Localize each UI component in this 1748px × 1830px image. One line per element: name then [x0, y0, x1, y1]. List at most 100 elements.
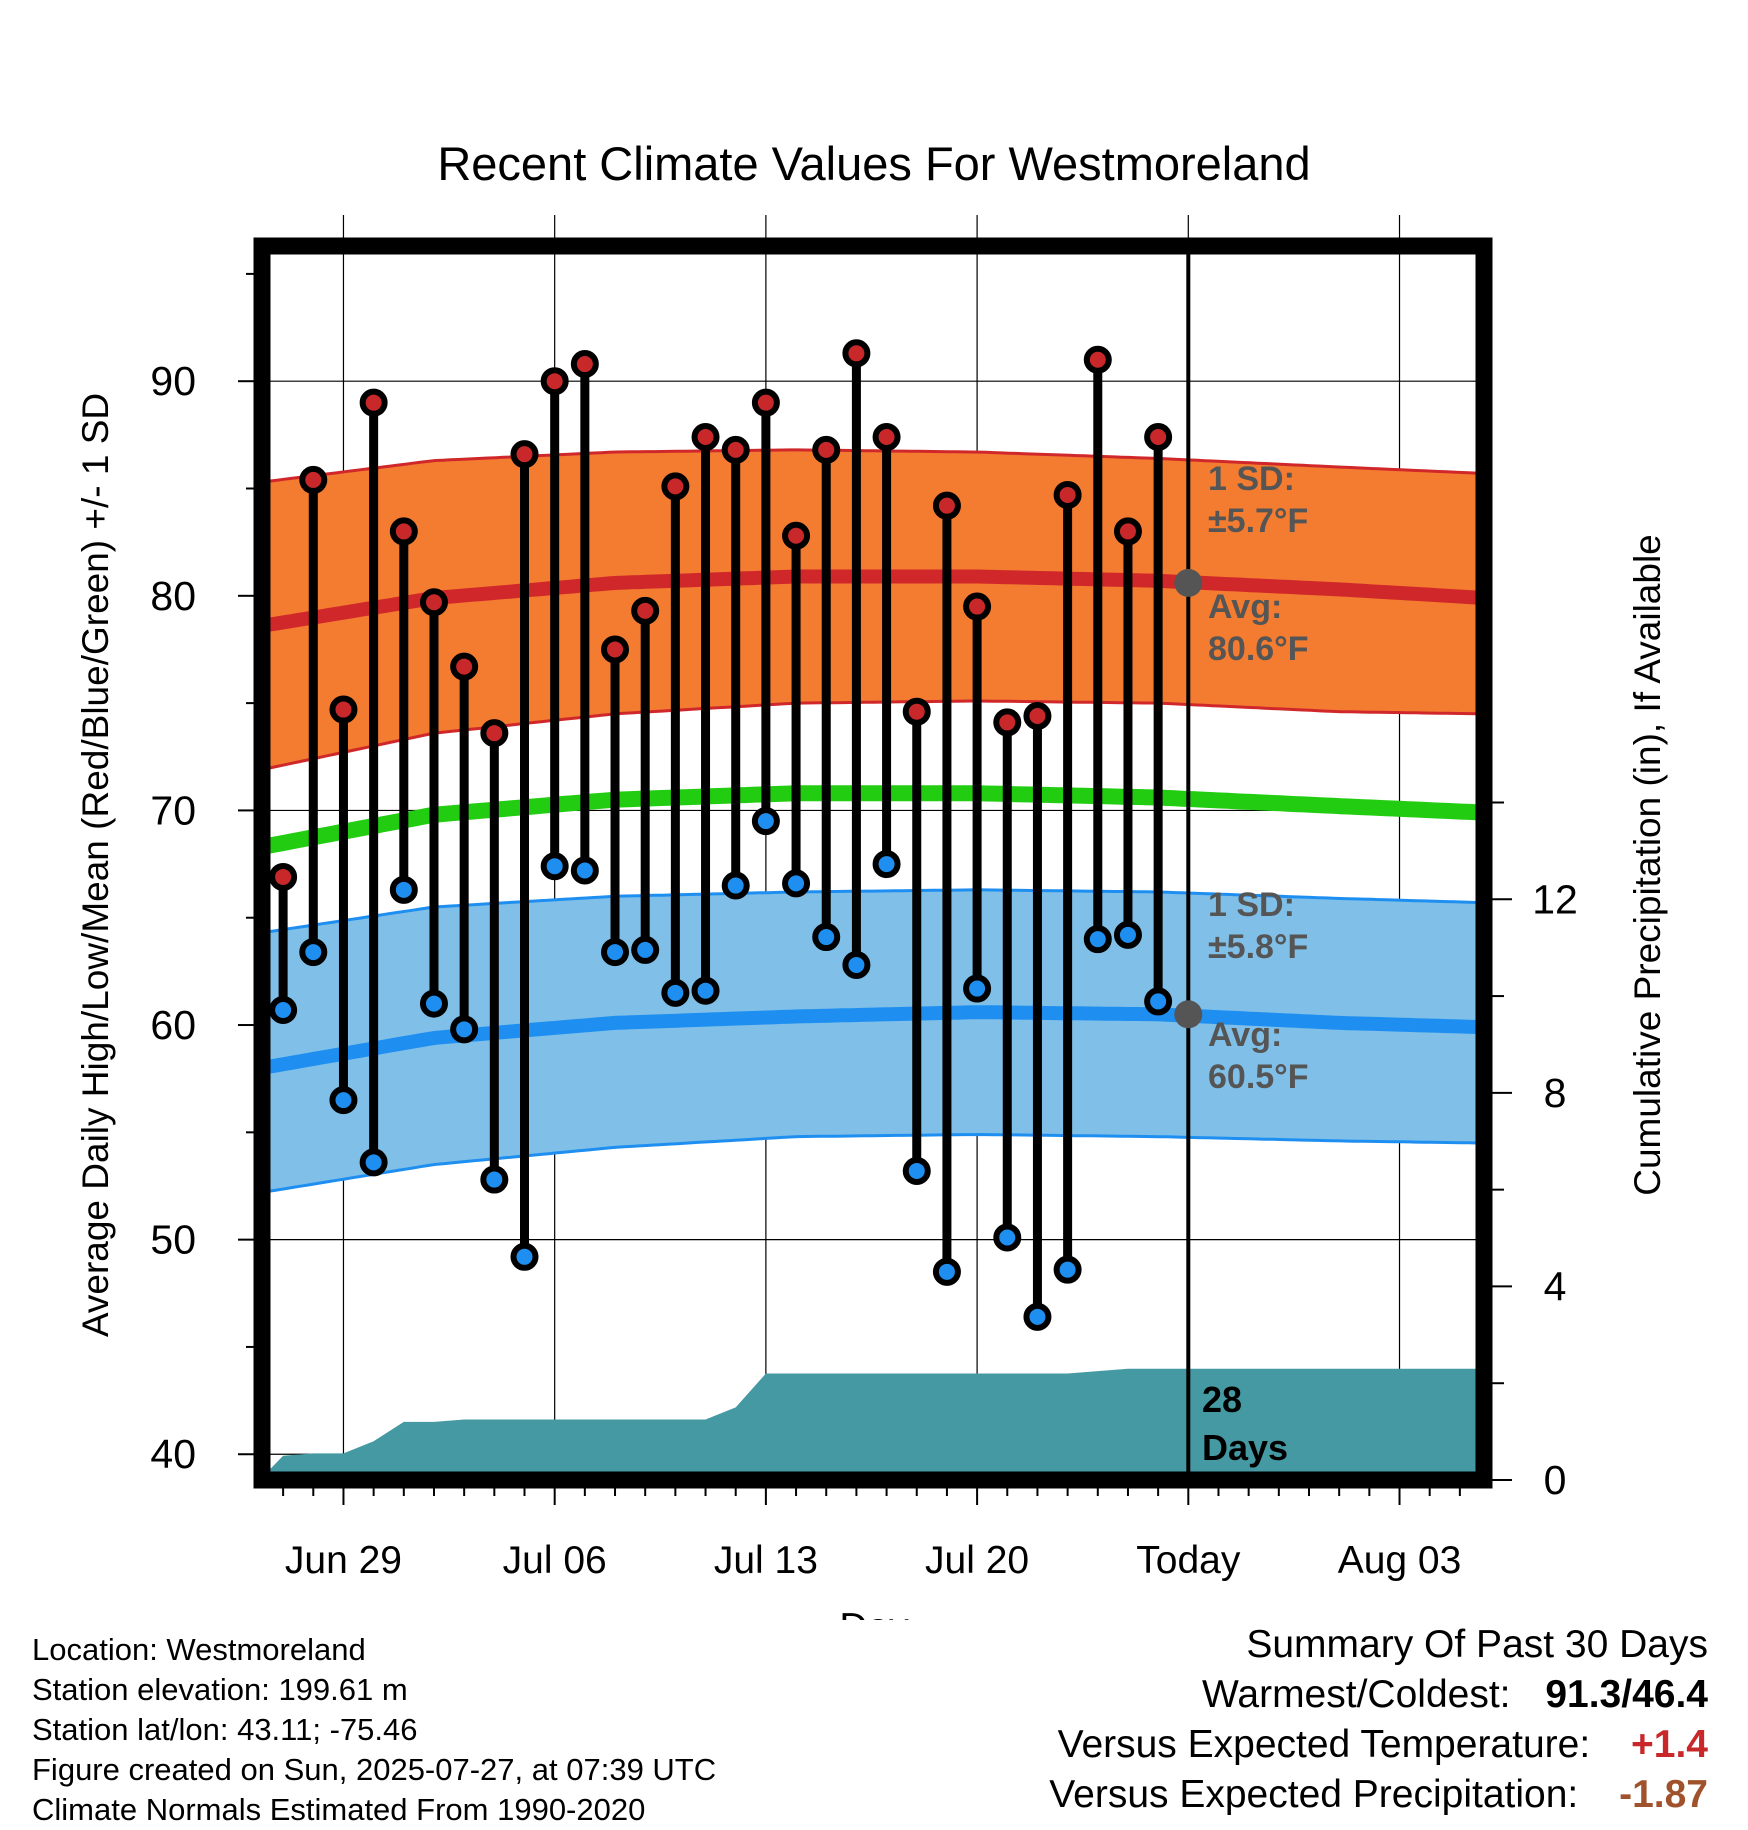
daily-high-point [963, 592, 992, 621]
x-tick-label: Today [1136, 1539, 1241, 1582]
daily-high-point [1083, 345, 1112, 374]
daily-high-point [510, 440, 539, 469]
precip-area [262, 1368, 1484, 1480]
daily-low-point [872, 850, 901, 879]
daily-high-point [329, 695, 358, 724]
daily-low-point [751, 807, 780, 836]
high-sd-value: ±5.7°F [1208, 502, 1308, 540]
high-avg-marker [1174, 568, 1203, 597]
daily-high-point [570, 350, 599, 379]
daily-low-point [963, 974, 992, 1003]
y-axis-label: Average Daily High/Low/Mean (Red/Blue/Gr… [75, 393, 116, 1337]
low-avg-label: Avg: [1208, 1016, 1282, 1054]
elevation-text: Station elevation: 199.61 m [32, 1672, 408, 1707]
today-line [1174, 246, 1203, 1480]
daily-low-point [269, 996, 298, 1025]
low-band-lower-edge [261, 1132, 1485, 1194]
daily-high-point [932, 491, 961, 520]
high-band-fill [262, 449, 1484, 770]
y-axis-left: 40 50 60 70 80 90 [150, 272, 254, 1477]
warm-cold-label: Warmest/Coldest: [1202, 1673, 1511, 1716]
daily-low-point [932, 1257, 961, 1286]
daily-high-point [631, 596, 660, 625]
daily-low-point [389, 875, 418, 904]
high-avg-value: 80.6°F [1208, 630, 1309, 668]
daily-low-point [842, 950, 871, 979]
daily-high-point [993, 708, 1022, 737]
y2-tick-label: 8 [1544, 1070, 1567, 1116]
annotations: 1 SD: ±5.7°F Avg: 80.6°F 1 SD: ±5.8°F Av… [1202, 460, 1309, 1468]
days-count: 28 [1202, 1379, 1242, 1420]
y-tick-label: 40 [150, 1431, 196, 1477]
daily-low-point [1083, 925, 1112, 954]
x-tick-label: Aug 03 [1338, 1539, 1462, 1582]
daily-high-point [902, 697, 931, 726]
coldest-value: 46.4 [1632, 1673, 1708, 1716]
location-text: Location: Westmoreland [32, 1632, 366, 1667]
climate-chart: Recent Climate Values For Westmoreland 1… [75, 137, 1668, 1620]
y-tick-label: 80 [150, 573, 196, 619]
daily-low-point [691, 976, 720, 1005]
high-avg-label: Avg: [1208, 588, 1282, 626]
y-tick-label: 60 [150, 1002, 196, 1048]
temp-value: +1.4 [1631, 1723, 1708, 1766]
daily-low-point [570, 856, 599, 885]
daily-low-point [782, 869, 811, 898]
y2-tick-label: 12 [1532, 876, 1578, 922]
normal-high-line [260, 569, 1485, 633]
daily-high-point [782, 521, 811, 550]
precip-area-shape [262, 1368, 1484, 1480]
daily-low-point [661, 978, 690, 1007]
y-axis-right: 0 4 8 12 [1492, 801, 1578, 1503]
daily-low-point [510, 1242, 539, 1271]
precip-label: Versus Expected Precipitation: [1049, 1773, 1579, 1816]
precip-value: -1.87 [1619, 1773, 1708, 1816]
plot-frame [253, 237, 1493, 1489]
warm-cold-slash: / [1621, 1673, 1633, 1716]
daily-low-point [540, 852, 569, 881]
daily-low-point [1023, 1302, 1052, 1331]
daily-high-point [721, 435, 750, 464]
daily-high-point [419, 588, 448, 617]
daily-high-point [480, 719, 509, 748]
x-tick-label: Jul 06 [503, 1539, 607, 1582]
chart-title: Recent Climate Values For Westmoreland [437, 137, 1310, 190]
y-tick-label: 70 [150, 787, 196, 833]
y2-tick-label: 4 [1544, 1263, 1567, 1309]
low-avg-value: 60.5°F [1208, 1058, 1309, 1096]
daily-bars [269, 339, 1173, 1331]
daily-high-point [691, 423, 720, 452]
daily-low-point [721, 871, 750, 900]
daily-low-point [1113, 920, 1142, 949]
daily-high-point [872, 423, 901, 452]
normals-text: Climate Normals Estimated From 1990-2020 [32, 1792, 646, 1827]
x-tick-label: Jun 29 [285, 1539, 402, 1582]
low-avg-marker [1174, 1000, 1203, 1029]
daily-high-point [661, 472, 690, 501]
daily-high-point [1144, 423, 1173, 452]
daily-high-point [299, 465, 328, 494]
y-tick-label: 90 [150, 358, 196, 404]
daily-low-point [359, 1148, 388, 1177]
latlon-text: Station lat/lon: 43.11; -75.46 [32, 1712, 418, 1747]
warmest-value: 91.3 [1545, 1673, 1622, 1716]
x-axis-label: Day [839, 1606, 909, 1620]
daily-high-point [1053, 480, 1082, 509]
daily-low-point [450, 1015, 479, 1044]
daily-high-point [601, 635, 630, 664]
low-sd-label: 1 SD: [1208, 886, 1295, 924]
temp-label: Versus Expected Temperature: [1057, 1723, 1591, 1766]
high-band-upper-edge [261, 448, 1485, 484]
days-word: Days [1202, 1427, 1288, 1468]
warm-cold-values: 91.3/46.4 [1545, 1670, 1708, 1720]
daily-high-point [450, 652, 479, 681]
daily-low-point [419, 989, 448, 1018]
daily-low-point [329, 1086, 358, 1115]
high-sd-label: 1 SD: [1208, 460, 1295, 498]
grid-lines [262, 215, 1484, 1480]
daily-high-point [1113, 517, 1142, 546]
summary-precip: Versus Expected Precipitation: -1.87 [1049, 1770, 1708, 1820]
summary-temp: Versus Expected Temperature: +1.4 [1049, 1720, 1708, 1770]
y2-tick-label: 0 [1544, 1457, 1567, 1503]
daily-high-point [359, 388, 388, 417]
